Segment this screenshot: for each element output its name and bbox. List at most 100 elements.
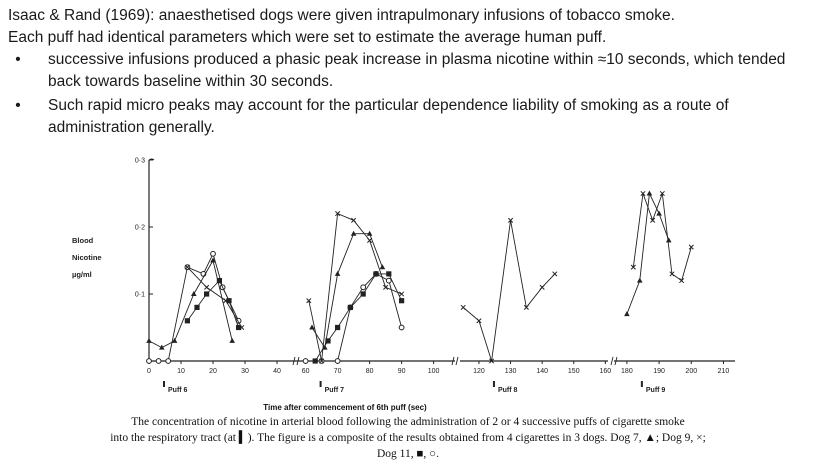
series-cross	[460, 217, 558, 364]
data-point-filled-square	[226, 298, 232, 304]
data-point-cross	[239, 324, 245, 331]
series-line	[308, 212, 402, 362]
data-point-triangle	[171, 337, 178, 343]
data-point-filled-square	[204, 291, 210, 297]
data-point-open-circle	[302, 358, 309, 364]
data-point-open-circle	[165, 358, 172, 364]
data-point-triangle	[210, 257, 216, 263]
caption-line-1: The concentration of nicotine in arteria…	[131, 416, 685, 428]
x-tick-label: 190	[653, 368, 665, 375]
series-line	[305, 273, 403, 362]
data-point-filled-square	[373, 271, 379, 277]
data-point-cross	[679, 278, 685, 284]
x-tick-label: 120	[473, 368, 485, 375]
axis-break	[610, 356, 618, 366]
y-label-line: Nicotine	[72, 253, 102, 262]
bullet-marker: •	[15, 97, 21, 114]
data-point-open-circle	[146, 358, 152, 364]
series-line	[462, 220, 556, 362]
data-point-cross	[659, 190, 665, 197]
axis-break	[292, 356, 300, 366]
data-point-cross	[319, 358, 325, 364]
x-tick-label: 130	[505, 368, 517, 375]
data-point-filled-square	[360, 291, 366, 297]
data-point-triangle	[146, 337, 152, 343]
data-point-filled-square	[399, 298, 405, 304]
data-point-filled-square	[216, 278, 222, 284]
data-point-open-circle	[155, 358, 162, 364]
data-point-triangle	[379, 264, 386, 270]
data-point-cross	[399, 291, 405, 297]
y-label-line: µg/ml	[72, 270, 92, 279]
data-point-filled-square	[194, 304, 200, 310]
data-point-cross	[383, 284, 389, 290]
series-line	[187, 266, 243, 328]
data-point-cross	[640, 190, 646, 197]
puff-label: Puff 6	[168, 387, 188, 394]
y-axis-label: Blood Nicotine µg/ml	[72, 236, 102, 279]
data-point-cross	[630, 264, 636, 270]
data-point-triangle	[334, 270, 341, 276]
data-point-cross	[650, 217, 656, 223]
series-triangle	[309, 230, 386, 350]
data-point-filled-square	[386, 271, 392, 277]
x-tick-label: 160	[600, 368, 612, 375]
data-point-open-circle	[360, 284, 367, 291]
data-point-triangle	[656, 210, 662, 216]
axis-break	[451, 356, 459, 366]
x-tick-label: 80	[366, 368, 374, 375]
puff-marker	[163, 381, 165, 387]
y-tick-label: 0·2	[135, 225, 145, 232]
data-point-open-circle	[398, 324, 405, 331]
bullet-marker: •	[15, 51, 21, 68]
x-tick-label: 150	[568, 368, 580, 375]
x-tick-label: 20	[209, 368, 217, 375]
data-point-cross	[223, 298, 229, 304]
data-point-triangle	[350, 230, 357, 236]
puff-label: Puff 8	[498, 387, 518, 394]
data-point-cross	[489, 358, 495, 364]
data-point-cross	[335, 211, 341, 217]
chart-axes: 0·1 0·2 0·3 0 10 20 30 40 Puff 6 60 70 80 90 100 Puff …	[135, 158, 735, 394]
data-point-cross	[552, 271, 558, 277]
series-line	[311, 233, 383, 349]
y-label-line: Blood	[72, 236, 94, 245]
puff-marker	[492, 381, 495, 387]
data-point-cross	[204, 284, 210, 290]
intro-line-1: Isaac & Rand (1969): anaesthetised dogs …	[8, 7, 675, 24]
x-tick-label: 180	[621, 368, 633, 375]
series-line	[314, 273, 403, 362]
x-tick-label: 40	[273, 368, 281, 375]
data-point-triangle	[665, 237, 672, 243]
puff-label: Puff 7	[325, 387, 345, 394]
x-tick-label: 140	[536, 368, 548, 375]
data-point-cross	[351, 217, 357, 223]
data-point-triangle	[366, 230, 373, 236]
data-point-cross	[508, 217, 514, 223]
y-tick-label: 0·3	[135, 158, 145, 165]
intro-line-2: Each puff had identical parameters which…	[8, 29, 607, 46]
chart-series	[146, 190, 694, 364]
data-point-cross	[688, 244, 694, 250]
data-point-cross	[184, 264, 190, 270]
series-cross	[306, 211, 405, 364]
series-triangle	[624, 190, 672, 317]
series-cross	[184, 264, 245, 331]
data-point-cross	[539, 284, 545, 290]
x-tick-label: 0	[147, 368, 151, 375]
bullet-text: Such rapid micro peaks may account for t…	[48, 97, 729, 136]
series-line	[149, 252, 240, 362]
data-point-cross	[523, 304, 529, 310]
data-point-filled-square	[184, 318, 190, 324]
series-cross	[630, 190, 694, 284]
x-tick-label: 30	[241, 368, 249, 375]
series-line	[148, 259, 233, 349]
data-point-cross	[306, 298, 312, 304]
data-point-filled-square	[335, 324, 341, 331]
x-tick-label: 10	[177, 368, 185, 375]
puff-label: Puff 9	[646, 387, 666, 394]
data-point-filled-square	[236, 324, 242, 331]
data-point-filled-square	[312, 358, 318, 364]
series-triangle	[146, 257, 235, 350]
